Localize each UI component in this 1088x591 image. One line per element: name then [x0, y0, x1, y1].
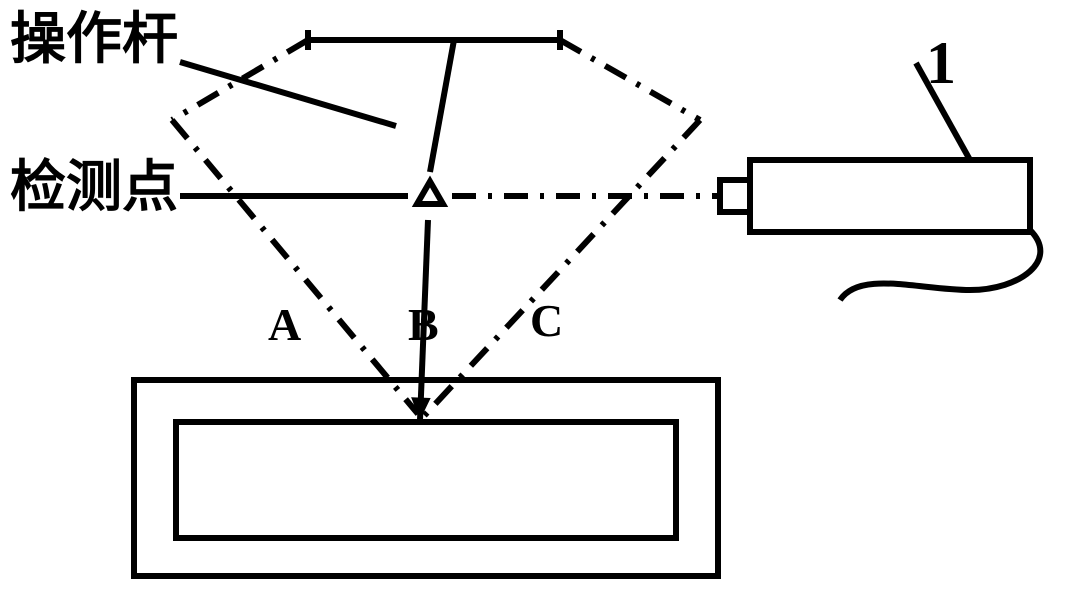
sensor-cable [840, 230, 1040, 300]
dash-right-down [424, 120, 700, 416]
sensor-body [750, 160, 1030, 232]
dash-right-up [560, 40, 700, 120]
letter-a: A [268, 300, 301, 351]
label-1: 1 [926, 30, 956, 96]
detect-triangle-icon [417, 181, 443, 204]
outer-box [134, 380, 718, 576]
dash-left-down [172, 120, 418, 414]
detectpoint-label: 检测点 [10, 158, 178, 220]
letter-c: C [530, 296, 563, 347]
lever-top [430, 40, 454, 172]
sensor-tip [720, 180, 750, 212]
joystick-label: 操作杆 [10, 10, 178, 72]
letter-b: B [408, 300, 439, 351]
